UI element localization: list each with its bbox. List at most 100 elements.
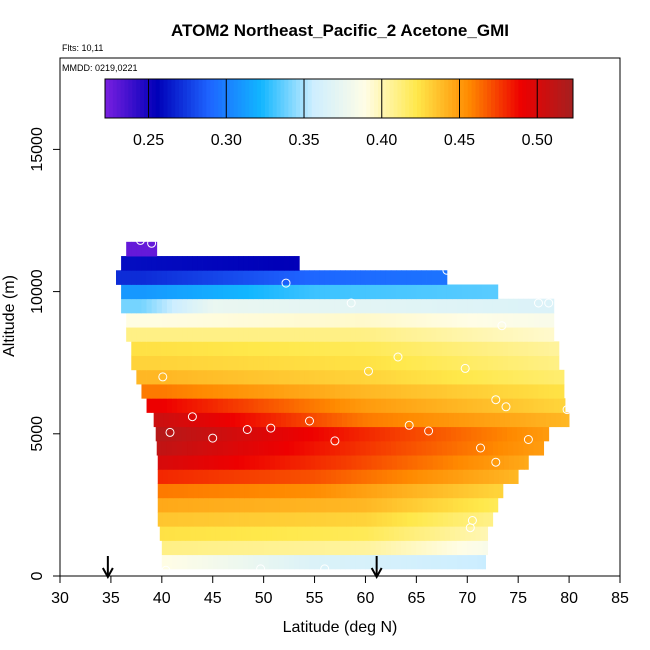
- heatmap-cell: [420, 426, 426, 442]
- heatmap-cell: [309, 369, 315, 385]
- heatmap-cell: [483, 497, 490, 513]
- heatmap-cell: [548, 312, 555, 328]
- heatmap-cell: [217, 312, 224, 328]
- heatmap-cell: [161, 312, 168, 328]
- heatmap-cell: [502, 369, 509, 385]
- heatmap-cell: [370, 284, 377, 300]
- heatmap-cell: [238, 540, 244, 556]
- heatmap-cell: [385, 398, 392, 413]
- heatmap-cell: [391, 469, 398, 484]
- colorbar-segment: [378, 79, 383, 118]
- heatmap-cell: [243, 298, 249, 314]
- heatmap-cell: [518, 369, 524, 385]
- heatmap-cell: [292, 526, 298, 541]
- heatmap-cell: [178, 469, 184, 484]
- heatmap-cell: [457, 327, 463, 342]
- heatmap-cell: [355, 440, 361, 456]
- heatmap-cell: [411, 270, 417, 285]
- heatmap-cell: [380, 327, 387, 342]
- heatmap-cell: [265, 412, 272, 428]
- heatmap-cell: [375, 440, 382, 456]
- heatmap-cell: [258, 440, 265, 456]
- heatmap-cell: [264, 469, 271, 484]
- heatmap-cell: [173, 483, 179, 499]
- heatmap-cell: [434, 526, 441, 541]
- heatmap-cell: [334, 341, 341, 356]
- heatmap-cell: [259, 512, 266, 527]
- heatmap-cell: [329, 540, 336, 556]
- heatmap-cell: [396, 355, 402, 371]
- heatmap-cell: [478, 512, 484, 527]
- heatmap-cell: [422, 497, 428, 513]
- heatmap-cell: [349, 426, 355, 442]
- heatmap-cell: [207, 440, 214, 456]
- heatmap-cell: [471, 426, 477, 442]
- heatmap-cell: [548, 398, 555, 413]
- heatmap-cell: [156, 284, 163, 300]
- heatmap-cell: [340, 540, 346, 556]
- heatmap-cell: [253, 355, 259, 371]
- heatmap-cell: [289, 327, 295, 342]
- heatmap-cell: [432, 469, 439, 484]
- heatmap-cell: [203, 469, 210, 484]
- heatmap-cell: [493, 469, 500, 484]
- heatmap-cell: [289, 384, 295, 399]
- heatmap-cell: [523, 355, 529, 371]
- heatmap-cell: [167, 512, 174, 527]
- colorbar-segment: [526, 79, 531, 118]
- heatmap-cell: [472, 540, 478, 556]
- heatmap-cell: [336, 412, 343, 428]
- heatmap-cell: [462, 312, 468, 328]
- heatmap-cell: [192, 284, 198, 300]
- heatmap-cell: [187, 341, 193, 356]
- heatmap-cell: [202, 440, 209, 456]
- heatmap-cell: [294, 355, 300, 371]
- heatmap-cell: [345, 298, 351, 314]
- heatmap-cell: [329, 355, 336, 371]
- heatmap-cell: [401, 312, 407, 328]
- heatmap-cell: [397, 512, 403, 527]
- heatmap-cell: [543, 327, 550, 342]
- heatmap-cell: [360, 369, 366, 385]
- heatmap-cell: [202, 384, 209, 399]
- heatmap-cell: [202, 312, 209, 328]
- heatmap-cell: [533, 384, 539, 399]
- heatmap-cell: [197, 355, 203, 371]
- heatmap-cell: [361, 469, 367, 484]
- heatmap-cell: [233, 270, 239, 285]
- heatmap-cell: [222, 554, 229, 570]
- heatmap-cell: [243, 256, 249, 271]
- heatmap-cell: [279, 469, 286, 484]
- heatmap-cell: [273, 384, 280, 399]
- heatmap-cell: [555, 412, 562, 428]
- colorbar-segment: [171, 79, 176, 118]
- heatmap-cell: [320, 483, 327, 499]
- heatmap-cell: [441, 369, 448, 385]
- heatmap-cell: [156, 369, 163, 385]
- heatmap-cell: [431, 341, 438, 356]
- heatmap-cell: [146, 298, 153, 314]
- heatmap-cell: [416, 540, 422, 556]
- heatmap-cell: [487, 440, 494, 456]
- heatmap-cell: [532, 426, 538, 442]
- heatmap-cell: [390, 327, 397, 342]
- heatmap-cell: [268, 554, 275, 570]
- heatmap-cell: [482, 355, 489, 371]
- heatmap-cell: [126, 270, 132, 285]
- heatmap-cell: [233, 298, 239, 314]
- colorbar-segment: [366, 79, 371, 118]
- heatmap-cell: [463, 455, 469, 470]
- colorbar-segment: [510, 79, 515, 118]
- colorbar-segment: [358, 79, 363, 118]
- heatmap-cell: [319, 355, 326, 371]
- heatmap-cell: [355, 355, 361, 371]
- x-tick-label: 55: [306, 590, 324, 607]
- heatmap-cell: [436, 440, 443, 456]
- heatmap-cell: [187, 369, 193, 385]
- heatmap-cell: [533, 327, 539, 342]
- heatmap-cell: [512, 426, 518, 442]
- heatmap-cell: [325, 483, 332, 499]
- heatmap-cell: [385, 355, 392, 371]
- heatmap-cell: [309, 384, 315, 399]
- colorbar-segment: [541, 79, 547, 118]
